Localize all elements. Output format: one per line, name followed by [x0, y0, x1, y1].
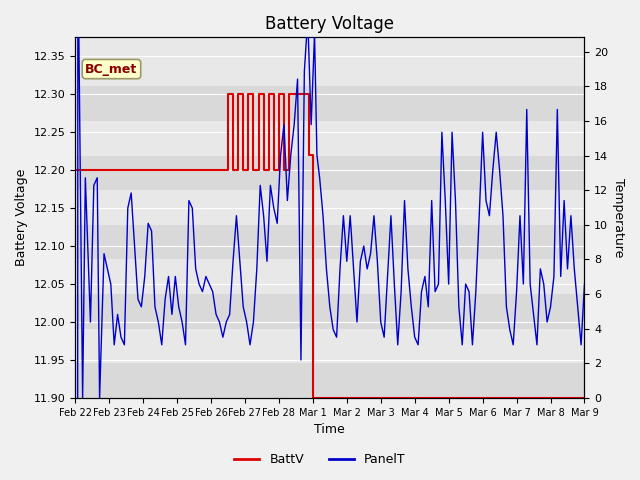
X-axis label: Time: Time [314, 423, 345, 436]
Bar [75, 225, 584, 260]
Title: Battery Voltage: Battery Voltage [266, 15, 394, 33]
Bar [75, 156, 584, 190]
Y-axis label: Battery Voltage: Battery Voltage [15, 169, 28, 266]
Text: BC_met: BC_met [85, 62, 138, 75]
Bar [75, 294, 584, 329]
Y-axis label: Temperature: Temperature [612, 178, 625, 257]
Bar [75, 86, 584, 121]
Bar [75, 363, 584, 398]
Legend: BattV, PanelT: BattV, PanelT [229, 448, 411, 471]
